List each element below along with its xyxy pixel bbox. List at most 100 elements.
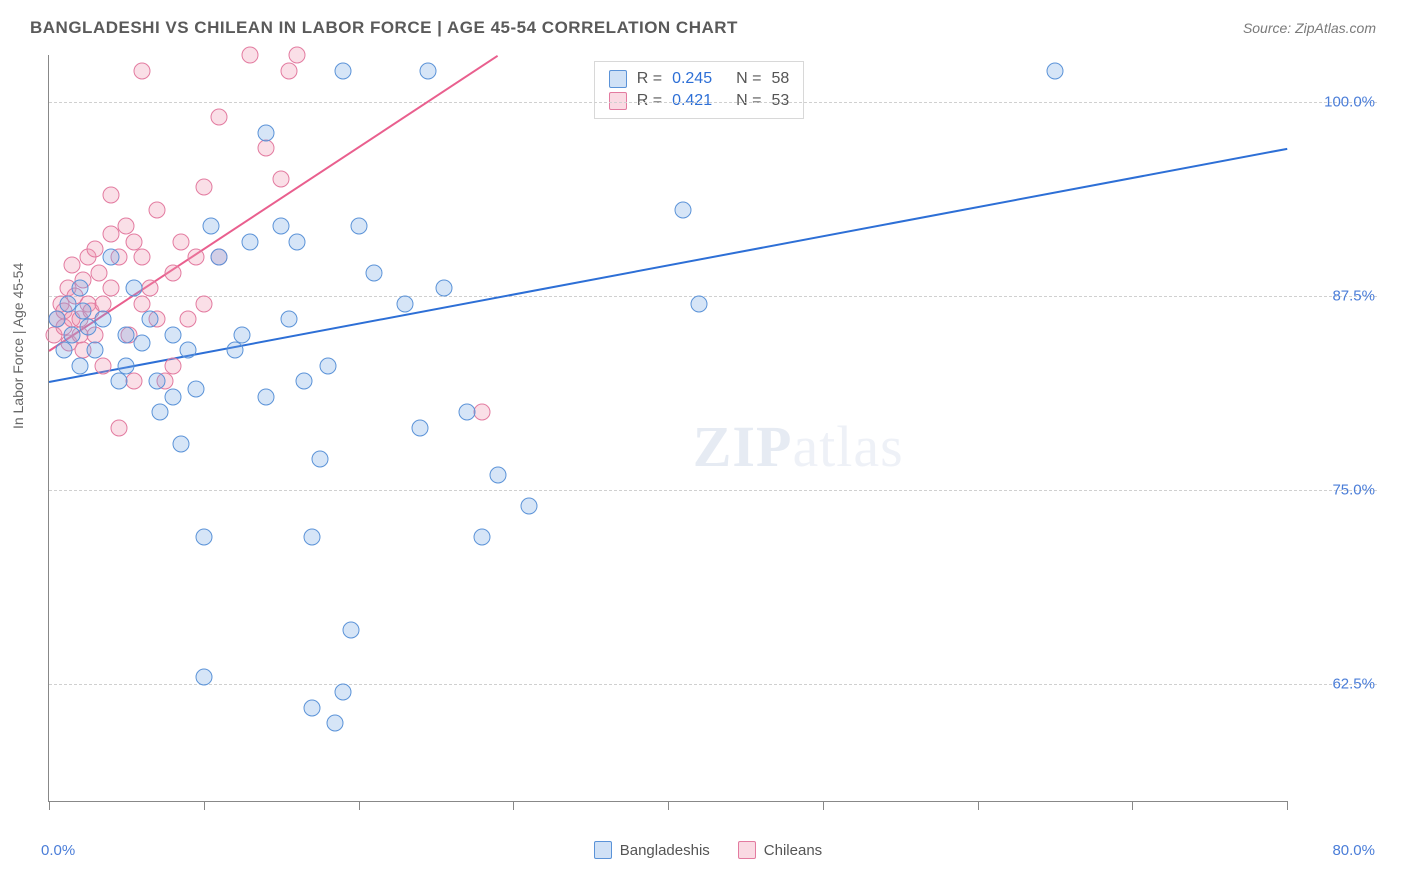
point-bangladeshi	[242, 233, 259, 250]
point-bangladeshi	[64, 326, 81, 343]
point-bangladeshi	[342, 622, 359, 639]
point-bangladeshi	[435, 280, 452, 297]
x-tick	[513, 801, 514, 810]
point-chilean	[280, 62, 297, 79]
gridline-h	[49, 490, 1377, 491]
point-bangladeshi	[110, 373, 127, 390]
point-bangladeshi	[195, 528, 212, 545]
point-bangladeshi	[71, 357, 88, 374]
gridline-h	[49, 102, 1377, 103]
trend-line	[48, 55, 498, 352]
point-bangladeshi	[164, 326, 181, 343]
point-chilean	[102, 186, 119, 203]
point-chilean	[273, 171, 290, 188]
chart-title: BANGLADESHI VS CHILEAN IN LABOR FORCE | …	[30, 18, 738, 38]
n-value: 58	[771, 70, 789, 88]
point-chilean	[133, 249, 150, 266]
point-bangladeshi	[195, 668, 212, 685]
r-label: R =	[637, 70, 662, 88]
point-chilean	[102, 280, 119, 297]
point-bangladeshi	[102, 249, 119, 266]
point-chilean	[149, 202, 166, 219]
y-tick-label: 100.0%	[1295, 93, 1375, 110]
point-bangladeshi	[126, 280, 143, 297]
point-chilean	[64, 256, 81, 273]
point-bangladeshi	[257, 388, 274, 405]
point-chilean	[164, 357, 181, 374]
plot-area: ZIPatlas R = 0.245 N = 58 R = 0.421 N = …	[48, 55, 1287, 802]
point-chilean	[102, 225, 119, 242]
watermark: ZIPatlas	[693, 413, 904, 480]
point-bangladeshi	[675, 202, 692, 219]
x-tick	[823, 801, 824, 810]
point-chilean	[95, 357, 112, 374]
point-bangladeshi	[1046, 62, 1063, 79]
x-tick	[359, 801, 360, 810]
legend-item-bangladeshi: Bangladeshis	[594, 841, 710, 859]
point-chilean	[87, 241, 104, 258]
chart-container: In Labor Force | Age 45-54 ZIPatlas R = …	[48, 55, 1382, 837]
point-bangladeshi	[133, 334, 150, 351]
point-chilean	[211, 109, 228, 126]
point-chilean	[133, 62, 150, 79]
point-bangladeshi	[311, 451, 328, 468]
point-bangladeshi	[335, 684, 352, 701]
point-bangladeshi	[257, 124, 274, 141]
x-tick	[204, 801, 205, 810]
point-chilean	[188, 249, 205, 266]
point-chilean	[195, 179, 212, 196]
swatch-blue-icon	[594, 841, 612, 859]
point-bangladeshi	[71, 280, 88, 297]
point-bangladeshi	[180, 342, 197, 359]
x-min-label: 0.0%	[41, 842, 75, 859]
point-bangladeshi	[75, 303, 92, 320]
point-bangladeshi	[288, 233, 305, 250]
point-bangladeshi	[296, 373, 313, 390]
point-chilean	[141, 280, 158, 297]
point-chilean	[126, 373, 143, 390]
point-bangladeshi	[211, 249, 228, 266]
y-axis-title: In Labor Force | Age 45-54	[10, 263, 26, 429]
point-bangladeshi	[474, 528, 491, 545]
x-tick	[978, 801, 979, 810]
point-chilean	[110, 420, 127, 437]
point-bangladeshi	[203, 217, 220, 234]
gridline-h	[49, 296, 1377, 297]
swatch-blue-icon	[609, 70, 627, 88]
point-chilean	[242, 47, 259, 64]
y-tick-label: 75.0%	[1295, 482, 1375, 499]
point-bangladeshi	[335, 62, 352, 79]
point-bangladeshi	[412, 420, 429, 437]
x-tick	[668, 801, 669, 810]
point-bangladeshi	[87, 342, 104, 359]
point-bangladeshi	[56, 342, 73, 359]
point-bangladeshi	[273, 217, 290, 234]
point-chilean	[133, 295, 150, 312]
point-chilean	[257, 140, 274, 157]
legend-label: Bangladeshis	[620, 842, 710, 859]
point-bangladeshi	[520, 497, 537, 514]
n-label: N =	[736, 70, 761, 88]
point-chilean	[90, 264, 107, 281]
point-bangladeshi	[141, 311, 158, 328]
source-label: Source: ZipAtlas.com	[1243, 20, 1376, 36]
point-bangladeshi	[48, 311, 65, 328]
point-chilean	[126, 233, 143, 250]
point-bangladeshi	[164, 388, 181, 405]
point-bangladeshi	[319, 357, 336, 374]
y-tick-label: 87.5%	[1295, 287, 1375, 304]
point-chilean	[118, 217, 135, 234]
gridline-h	[49, 684, 1377, 685]
point-chilean	[474, 404, 491, 421]
legend-label: Chileans	[764, 842, 822, 859]
point-bangladeshi	[172, 435, 189, 452]
x-tick	[1287, 801, 1288, 810]
point-chilean	[288, 47, 305, 64]
stats-box: R = 0.245 N = 58 R = 0.421 N = 53	[594, 61, 805, 119]
point-bangladeshi	[226, 342, 243, 359]
stats-row-blue: R = 0.245 N = 58	[609, 68, 790, 90]
point-bangladeshi	[365, 264, 382, 281]
legend-item-chilean: Chileans	[738, 841, 822, 859]
point-bangladeshi	[118, 326, 135, 343]
point-bangladeshi	[327, 715, 344, 732]
